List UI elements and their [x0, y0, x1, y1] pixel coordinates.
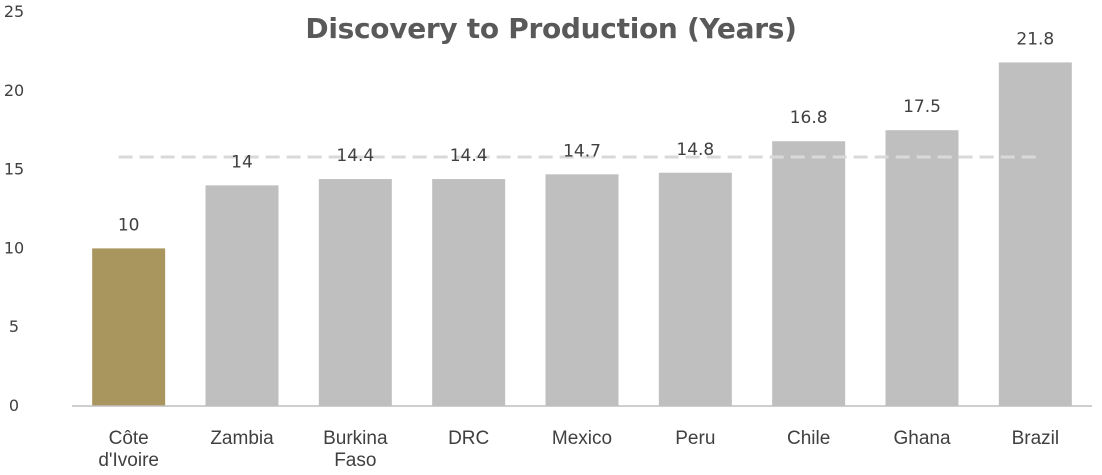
data-label: 14	[231, 152, 253, 172]
x-tick-label: Ghana	[893, 428, 950, 449]
bar	[885, 130, 959, 406]
bar	[318, 179, 392, 406]
x-tick-label: DRC	[448, 428, 489, 449]
data-label: 14.7	[563, 141, 601, 161]
data-label: 16.8	[790, 108, 828, 128]
data-label: 10	[118, 215, 140, 235]
bar	[545, 174, 619, 406]
x-tick-label: Côte d'Ivoire	[98, 428, 159, 471]
chart-title: Discovery to Production (Years)	[305, 12, 797, 45]
data-label: 14.8	[676, 140, 714, 160]
bar	[658, 172, 732, 406]
y-tick-label: 20	[4, 81, 24, 100]
x-tick-label: Burkina Faso	[323, 428, 388, 471]
x-tick-label: Peru	[675, 428, 715, 449]
x-tick-label: Brazil	[1012, 428, 1060, 449]
data-label: 17.5	[903, 97, 941, 117]
x-tick-label: Chile	[787, 428, 830, 449]
data-label: 14.4	[450, 146, 488, 166]
data-label: 14.4	[336, 146, 374, 166]
y-tick-label: 5	[9, 317, 19, 336]
bar	[92, 248, 166, 406]
bar	[432, 179, 506, 406]
y-tick-label: 0	[9, 396, 19, 415]
x-tick-label: Zambia	[210, 428, 274, 449]
y-tick-label: 15	[4, 160, 24, 179]
y-tick-label: 10	[4, 238, 24, 257]
bar	[772, 141, 846, 406]
data-label: 21.8	[1016, 29, 1054, 49]
x-tick-label: Mexico	[552, 428, 612, 449]
bar	[205, 185, 279, 406]
bar	[998, 62, 1072, 406]
y-tick-label: 25	[4, 2, 24, 21]
